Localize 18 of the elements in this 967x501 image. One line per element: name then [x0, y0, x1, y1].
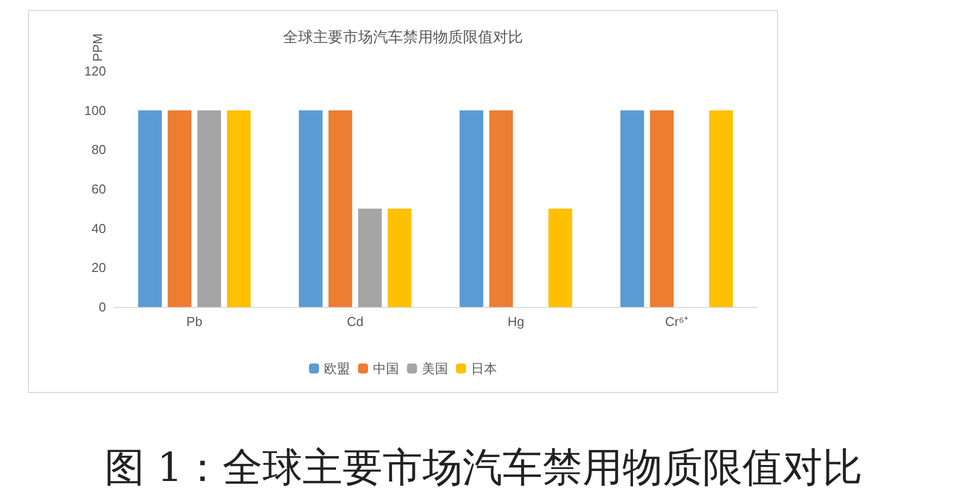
- x-tick-label: Cr⁶⁺: [665, 314, 688, 329]
- chart-title: 全球主要市场汽车禁用物质限值对比: [283, 29, 523, 46]
- legend-label: 日本: [471, 361, 497, 376]
- legend-label: 美国: [422, 361, 448, 376]
- caption: 图 1：全球主要市场汽车禁用物质限值对比: [103, 444, 864, 493]
- x-tick-label: Hg: [508, 314, 524, 329]
- y-axis-title: PPM: [90, 33, 105, 62]
- y-tick-label: 60: [92, 182, 106, 196]
- y-tick-label: 0: [98, 300, 106, 314]
- x-tick-label: Pb: [186, 314, 202, 329]
- y-tick-label: 80: [92, 142, 106, 158]
- y-tick-label: 120: [84, 64, 106, 78]
- legend-label: 中国: [373, 361, 399, 376]
- legend-label: 欧盟: [324, 361, 350, 376]
- x-tick-label: Cd: [346, 314, 364, 329]
- y-tick-label: 40: [92, 220, 106, 236]
- y-tick-label: 20: [92, 260, 106, 276]
- y-tick-label: 100: [84, 102, 106, 118]
